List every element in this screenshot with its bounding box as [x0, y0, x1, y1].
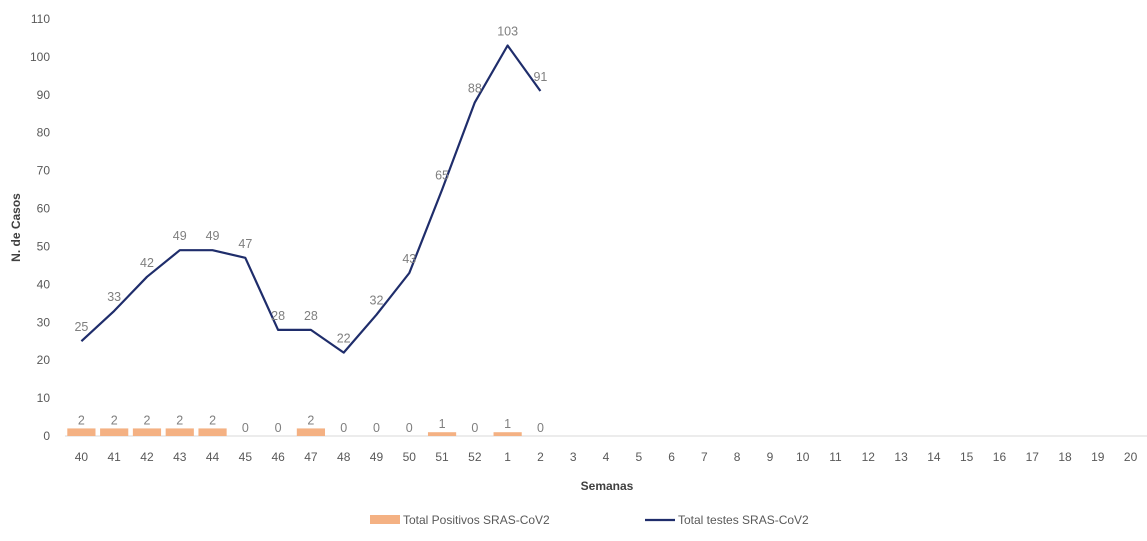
x-tick-label: 7: [701, 450, 708, 464]
line-data-label: 49: [206, 229, 220, 243]
bar-data-label: 1: [504, 417, 511, 431]
x-tick-label: 3: [570, 450, 577, 464]
x-tick-label: 40: [75, 450, 89, 464]
bar: [132, 428, 162, 436]
line-data-label: 32: [370, 294, 384, 308]
bar: [296, 428, 326, 436]
line-data-label: 88: [468, 81, 482, 95]
bar-data-label: 2: [78, 413, 85, 427]
legend: Total Positivos SRAS-CoV2 Total testes S…: [370, 513, 809, 527]
bar: [493, 432, 522, 436]
bar: [427, 432, 457, 436]
line-data-label: 65: [435, 169, 449, 183]
x-tick-label: 13: [894, 450, 908, 464]
line-data-label: 33: [107, 290, 121, 304]
line-data-label: 28: [271, 309, 285, 323]
x-tick-label: 6: [668, 450, 675, 464]
line-data-label: 28: [304, 309, 318, 323]
bar: [67, 428, 96, 436]
y-tick-label: 80: [37, 126, 51, 140]
x-tick-label: 20: [1124, 450, 1138, 464]
legend-line-label: Total testes SRAS-CoV2: [678, 513, 809, 527]
bar-data-label: 0: [373, 421, 380, 435]
x-tick-label: 9: [767, 450, 774, 464]
line-data-label: 47: [238, 237, 252, 251]
bar-data-label: 0: [242, 421, 249, 435]
x-tick-label: 19: [1091, 450, 1105, 464]
bar: [100, 428, 129, 436]
y-tick-label: 20: [37, 353, 51, 367]
bar-data-label: 2: [143, 413, 150, 427]
x-tick-label: 12: [862, 450, 876, 464]
bar-data-label: 0: [471, 421, 478, 435]
x-tick-label: 15: [960, 450, 974, 464]
bar-data-label: 2: [111, 413, 118, 427]
x-tick-label: 10: [796, 450, 810, 464]
x-tick-label: 18: [1058, 450, 1072, 464]
line-data-label: 43: [402, 252, 416, 266]
x-tick-label: 44: [206, 450, 220, 464]
x-tick-label: 1: [504, 450, 511, 464]
y-tick-label: 60: [37, 202, 51, 216]
y-tick-label: 50: [37, 239, 51, 253]
y-tick-label: 110: [31, 12, 50, 26]
legend-bar-label: Total Positivos SRAS-CoV2: [403, 513, 550, 527]
x-tick-label: 47: [304, 450, 318, 464]
line-data-label: 103: [497, 25, 518, 39]
bar-data-label: 1: [439, 417, 446, 431]
bar-data-label: 2: [209, 413, 216, 427]
line-data-label: 22: [337, 332, 351, 346]
x-tick-label: 17: [1026, 450, 1040, 464]
x-tick-label: 11: [829, 450, 842, 464]
x-tick-label: 16: [993, 450, 1007, 464]
x-tick-label: 52: [468, 450, 482, 464]
x-tick-label: 49: [370, 450, 384, 464]
bar-data-label: 0: [340, 421, 347, 435]
line-data-label: 91: [533, 70, 547, 84]
y-tick-label: 30: [37, 315, 51, 329]
x-tick-label: 46: [271, 450, 285, 464]
x-tick-label: 5: [635, 450, 642, 464]
y-tick-label: 100: [30, 50, 50, 64]
line-data-label: 25: [74, 320, 88, 334]
x-tick-label: 51: [435, 450, 449, 464]
bar-data-label: 0: [406, 421, 413, 435]
line-data-label: 42: [140, 256, 154, 270]
y-tick-label: 0: [43, 429, 50, 443]
x-tick-label: 42: [140, 450, 154, 464]
x-tick-label: 41: [108, 450, 122, 464]
line-data-label: 49: [173, 229, 187, 243]
series-line-total-testes: [80, 44, 542, 354]
x-tick-label: 4: [603, 450, 610, 464]
x-tick-label: 50: [403, 450, 417, 464]
bar-data-label: 2: [307, 413, 314, 427]
bar-data-label: 2: [176, 413, 183, 427]
x-tick-label: 2: [537, 450, 544, 464]
bar-data-label: 0: [275, 421, 282, 435]
bar-data-label: 0: [537, 421, 544, 435]
y-tick-label: 40: [37, 277, 51, 291]
x-tick-label: 45: [239, 450, 253, 464]
x-tick-label: 48: [337, 450, 351, 464]
y-axis-title: N. de Casos: [9, 193, 23, 262]
y-tick-label: 70: [37, 164, 51, 178]
y-tick-label: 90: [37, 88, 51, 102]
x-axis-title: Semanas: [581, 479, 634, 493]
x-tick-label: 14: [927, 450, 941, 464]
bar: [198, 428, 227, 436]
x-tick-label: 43: [173, 450, 187, 464]
x-tick-label: 8: [734, 450, 741, 464]
legend-bar-swatch: [370, 515, 400, 524]
y-tick-label: 10: [37, 391, 51, 405]
bar: [165, 428, 194, 436]
